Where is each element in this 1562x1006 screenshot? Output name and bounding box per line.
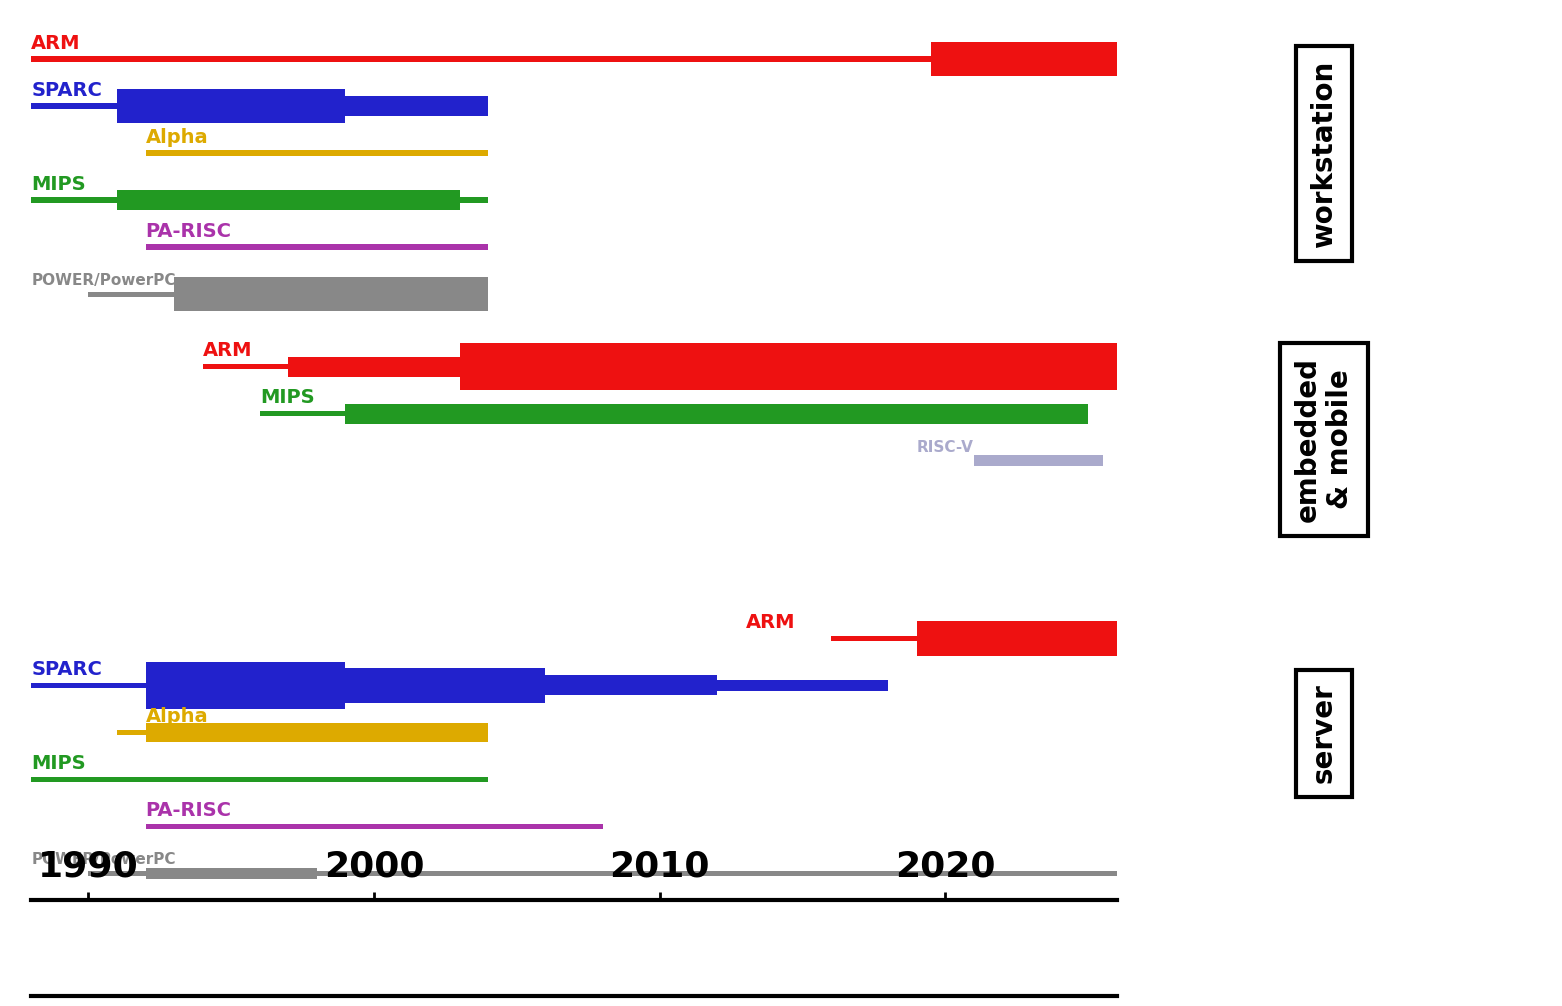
Text: RISC-V: RISC-V bbox=[917, 440, 973, 455]
Text: workstation: workstation bbox=[1311, 60, 1337, 247]
Text: embedded
& mobile: embedded & mobile bbox=[1293, 356, 1354, 522]
Bar bbox=[717, 680, 889, 691]
Bar bbox=[173, 277, 489, 312]
Bar bbox=[31, 197, 489, 203]
Bar bbox=[345, 96, 489, 116]
Text: SPARC: SPARC bbox=[31, 80, 102, 100]
Bar bbox=[117, 729, 489, 735]
Bar bbox=[31, 56, 1117, 61]
Bar bbox=[975, 456, 1103, 467]
Bar bbox=[145, 662, 345, 709]
Text: ARM: ARM bbox=[31, 33, 81, 52]
Text: MIPS: MIPS bbox=[259, 388, 314, 407]
Bar bbox=[117, 89, 345, 123]
Bar bbox=[917, 621, 1117, 656]
Bar bbox=[931, 41, 1117, 76]
Bar bbox=[345, 403, 459, 424]
Text: ARM: ARM bbox=[745, 613, 795, 632]
Text: Alpha: Alpha bbox=[145, 128, 208, 147]
Bar bbox=[203, 364, 459, 369]
Bar bbox=[31, 104, 489, 109]
Text: PA-RISC: PA-RISC bbox=[145, 222, 231, 240]
Bar bbox=[289, 357, 459, 376]
Bar bbox=[345, 668, 545, 702]
Bar bbox=[831, 636, 1117, 641]
Bar bbox=[89, 292, 489, 297]
Text: Alpha: Alpha bbox=[145, 707, 208, 726]
Text: PA-RISC: PA-RISC bbox=[145, 802, 231, 820]
Bar bbox=[89, 871, 1117, 876]
Bar bbox=[259, 411, 1089, 416]
Bar bbox=[145, 722, 489, 742]
Text: MIPS: MIPS bbox=[31, 754, 86, 774]
Bar bbox=[145, 150, 489, 156]
Bar bbox=[145, 824, 603, 829]
Text: MIPS: MIPS bbox=[31, 175, 86, 194]
Bar bbox=[31, 683, 889, 688]
Bar bbox=[459, 403, 1089, 424]
Bar bbox=[145, 868, 317, 879]
Bar bbox=[545, 675, 717, 695]
Bar bbox=[459, 343, 1117, 390]
Bar bbox=[145, 244, 489, 249]
Text: POWER/PowerPC: POWER/PowerPC bbox=[31, 273, 177, 288]
Text: POWER/PowerPC: POWER/PowerPC bbox=[31, 852, 177, 867]
Text: ARM: ARM bbox=[203, 341, 251, 360]
Bar bbox=[31, 777, 489, 783]
Text: SPARC: SPARC bbox=[31, 660, 102, 679]
Text: server: server bbox=[1311, 683, 1337, 784]
Bar bbox=[117, 190, 459, 210]
